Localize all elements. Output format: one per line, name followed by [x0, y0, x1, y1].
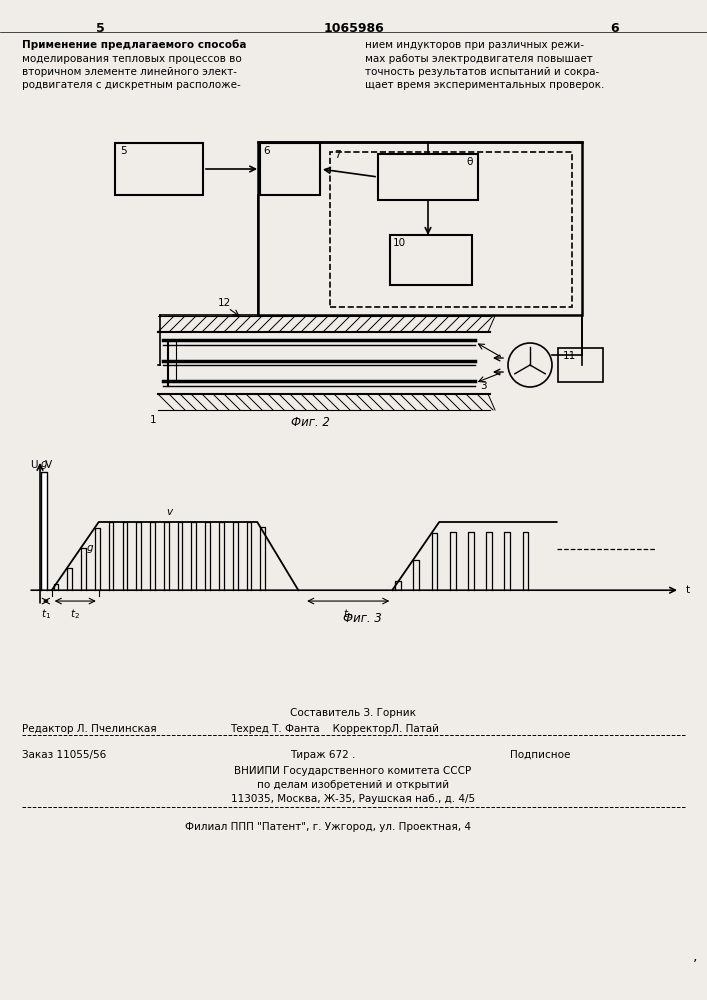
Text: Составитель З. Горник: Составитель З. Горник — [290, 708, 416, 718]
Text: щает время экспериментальных проверок.: щает время экспериментальных проверок. — [365, 81, 604, 91]
Text: 113035, Москва, Ж-35, Раушская наб., д. 4/5: 113035, Москва, Ж-35, Раушская наб., д. … — [231, 794, 475, 804]
Text: Подписное: Подписное — [510, 750, 571, 760]
Text: Заказ 11055/56: Заказ 11055/56 — [22, 750, 106, 760]
Bar — [378, 154, 478, 200]
Text: Фиг. 3: Фиг. 3 — [344, 612, 382, 625]
Text: 5: 5 — [120, 146, 127, 156]
Text: Тираж 672 .: Тираж 672 . — [290, 750, 356, 760]
Text: моделирования тепловых процессов во: моделирования тепловых процессов во — [22, 53, 242, 64]
Bar — [258, 142, 582, 315]
Text: $t_o$: $t_o$ — [343, 607, 354, 621]
Text: $t_2$: $t_2$ — [70, 607, 80, 621]
Text: $t_1$: $t_1$ — [41, 607, 51, 621]
Text: Применение предлагаемого способа: Применение предлагаемого способа — [22, 40, 247, 50]
Text: Фиг. 2: Фиг. 2 — [291, 416, 329, 429]
Text: θ: θ — [467, 157, 473, 167]
Text: 12: 12 — [218, 298, 231, 308]
Text: 11: 11 — [563, 351, 576, 361]
Text: Техред Т. Фанта    КорректорЛ. Патай: Техред Т. Фанта КорректорЛ. Патай — [230, 724, 439, 734]
Text: g: g — [41, 459, 47, 469]
Text: v: v — [166, 507, 173, 517]
Text: 10: 10 — [393, 238, 406, 248]
Text: U, V: U, V — [31, 460, 52, 470]
Text: Филиал ППП "Патент", г. Ужгород, ул. Проектная, 4: Филиал ППП "Патент", г. Ужгород, ул. Про… — [185, 822, 471, 832]
Text: 6: 6 — [611, 22, 619, 35]
Bar — [558, 348, 603, 382]
Text: g: g — [87, 543, 93, 553]
Bar — [260, 143, 320, 195]
Text: Редактор Л. Пчелинская: Редактор Л. Пчелинская — [22, 724, 157, 734]
Text: ВНИИПИ Государственного комитета СССР: ВНИИПИ Государственного комитета СССР — [235, 766, 472, 776]
Text: 3: 3 — [480, 381, 486, 391]
Text: по делам изобретений и открытий: по делам изобретений и открытий — [257, 780, 449, 790]
Text: мах работы электродвигателя повышает: мах работы электродвигателя повышает — [365, 53, 592, 64]
Text: 7: 7 — [334, 150, 341, 160]
Text: t: t — [686, 585, 690, 595]
Text: 1: 1 — [150, 415, 157, 425]
Text: точность результатов испытаний и сокра-: точность результатов испытаний и сокра- — [365, 67, 600, 77]
Bar — [115, 143, 203, 195]
Text: вторичном элементе линейного элект-: вторичном элементе линейного элект- — [22, 67, 237, 77]
Text: 1065986: 1065986 — [323, 22, 384, 35]
Text: 5: 5 — [95, 22, 105, 35]
Bar — [330, 152, 572, 307]
Text: родвигателя с дискретным расположе-: родвигателя с дискретным расположе- — [22, 81, 241, 91]
Text: ’: ’ — [693, 958, 697, 972]
Bar — [390, 235, 472, 285]
Text: нием индукторов при различных режи-: нием индукторов при различных режи- — [365, 40, 584, 50]
Text: 6: 6 — [263, 146, 269, 156]
